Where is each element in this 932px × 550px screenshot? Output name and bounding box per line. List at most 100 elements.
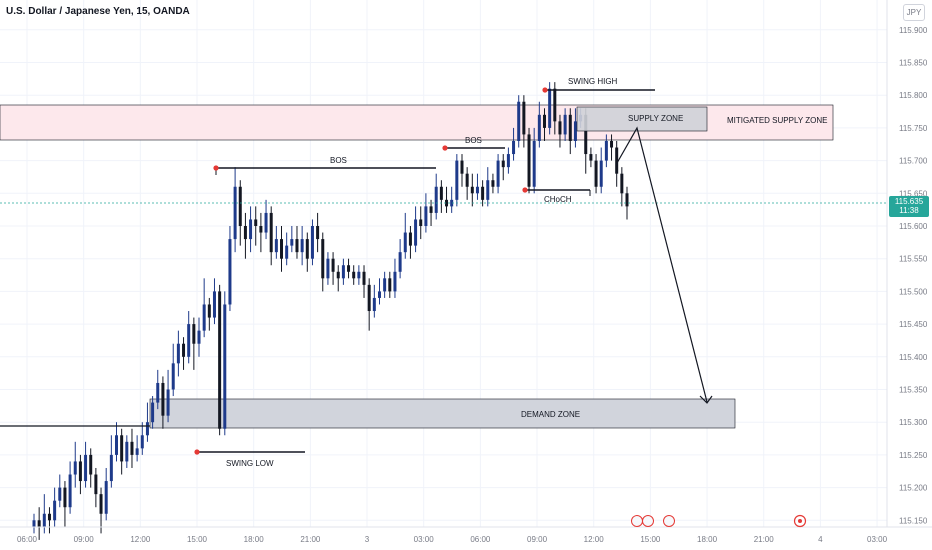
candle bbox=[357, 271, 361, 279]
bos-1-marker bbox=[213, 165, 219, 171]
candle bbox=[403, 232, 407, 253]
arrow-head-icon bbox=[699, 395, 713, 404]
candle bbox=[171, 363, 175, 390]
candle bbox=[501, 160, 505, 168]
current-price-badge: 115.635 11:38 bbox=[889, 196, 929, 217]
candle bbox=[238, 186, 242, 226]
candle bbox=[486, 180, 490, 200]
y-tick-label: 115.500 bbox=[899, 287, 928, 296]
candle bbox=[434, 186, 438, 213]
candle bbox=[249, 219, 253, 240]
candle bbox=[156, 382, 160, 403]
price-countdown: 11:38 bbox=[899, 206, 919, 215]
x-tick-label: 15:00 bbox=[640, 535, 661, 544]
candle bbox=[336, 271, 340, 279]
candle bbox=[228, 239, 232, 305]
price-axis[interactable]: 115.150 115.200 115.250 115.300 115.350 115.4… bbox=[899, 26, 928, 526]
candle bbox=[135, 448, 139, 455]
candle bbox=[321, 239, 325, 279]
x-tick-label: 03:00 bbox=[414, 535, 435, 544]
x-tick-label: 21:00 bbox=[300, 535, 321, 544]
event-marker-icon[interactable] bbox=[793, 514, 807, 528]
mitigated-supply-zone-box[interactable] bbox=[0, 104, 834, 141]
candle bbox=[63, 487, 67, 508]
x-tick-label: 3 bbox=[365, 535, 370, 544]
candle bbox=[584, 114, 588, 155]
y-tick-label: 115.400 bbox=[899, 353, 928, 362]
candle bbox=[166, 389, 170, 416]
candle bbox=[542, 114, 546, 128]
candle bbox=[295, 239, 299, 253]
candle bbox=[496, 160, 500, 187]
swing-high-marker bbox=[542, 87, 548, 93]
x-tick-label: 12:00 bbox=[584, 535, 605, 544]
us-flag-icon[interactable] bbox=[642, 515, 654, 527]
swing-low-marker bbox=[194, 449, 200, 455]
candle bbox=[625, 193, 629, 207]
y-tick-label: 115.300 bbox=[899, 418, 928, 427]
candle bbox=[192, 324, 196, 344]
candle bbox=[305, 239, 309, 259]
event-icons[interactable] bbox=[631, 514, 807, 528]
candle bbox=[481, 186, 485, 200]
candle bbox=[548, 88, 552, 128]
candle bbox=[58, 487, 62, 501]
candle bbox=[610, 140, 614, 148]
candle bbox=[326, 258, 330, 279]
candle bbox=[187, 324, 191, 357]
y-tick-label: 115.600 bbox=[899, 222, 928, 231]
candle bbox=[347, 265, 351, 272]
candle bbox=[532, 140, 536, 187]
candle bbox=[383, 278, 387, 292]
candle bbox=[316, 226, 320, 240]
candle bbox=[145, 422, 149, 436]
candle bbox=[89, 454, 93, 475]
us-flag-icon[interactable] bbox=[631, 515, 643, 527]
projection-arrow[interactable] bbox=[616, 126, 708, 403]
candle bbox=[439, 186, 443, 200]
x-tick-label: 06:00 bbox=[17, 535, 38, 544]
y-tick-label: 115.450 bbox=[899, 320, 928, 329]
candle bbox=[290, 239, 294, 246]
candle bbox=[362, 271, 366, 285]
candle bbox=[176, 343, 180, 364]
candle bbox=[522, 101, 526, 135]
candle bbox=[558, 121, 562, 135]
candle bbox=[207, 304, 211, 318]
candle bbox=[218, 291, 222, 429]
demand-zone-box[interactable] bbox=[149, 398, 736, 429]
y-tick-label: 115.750 bbox=[899, 124, 928, 133]
candle bbox=[506, 154, 510, 168]
candle bbox=[408, 232, 412, 246]
supply-zone-box[interactable] bbox=[576, 106, 708, 132]
candle bbox=[274, 239, 278, 253]
candle bbox=[393, 271, 397, 292]
candle bbox=[470, 186, 474, 194]
candle bbox=[517, 101, 521, 141]
candle bbox=[115, 435, 119, 455]
swing-high-label: SWING HIGH bbox=[568, 77, 618, 86]
candle bbox=[429, 206, 433, 213]
x-tick-label: 18:00 bbox=[244, 535, 265, 544]
candle bbox=[599, 160, 603, 187]
candle bbox=[151, 402, 155, 423]
time-axis[interactable]: 06:00 09:00 12:00 15:00 18:00 21:00 3 03:00 06:0… bbox=[17, 535, 888, 544]
candle bbox=[68, 474, 72, 508]
candle bbox=[78, 461, 82, 482]
candle bbox=[300, 239, 304, 253]
x-tick-label: 09:00 bbox=[74, 535, 95, 544]
candle bbox=[161, 382, 165, 416]
candle bbox=[264, 212, 268, 233]
y-tick-label: 115.200 bbox=[899, 484, 928, 493]
y-tick-label: 115.850 bbox=[899, 59, 928, 68]
candle bbox=[197, 330, 201, 344]
us-flag-icon[interactable] bbox=[663, 515, 675, 527]
currency-button[interactable]: JPY bbox=[903, 4, 925, 21]
y-tick-label: 115.700 bbox=[899, 157, 928, 166]
candle bbox=[573, 121, 577, 141]
x-tick-label: 15:00 bbox=[187, 535, 208, 544]
candle bbox=[445, 199, 449, 207]
candle bbox=[254, 219, 258, 226]
y-tick-label: 115.650 bbox=[899, 189, 928, 198]
